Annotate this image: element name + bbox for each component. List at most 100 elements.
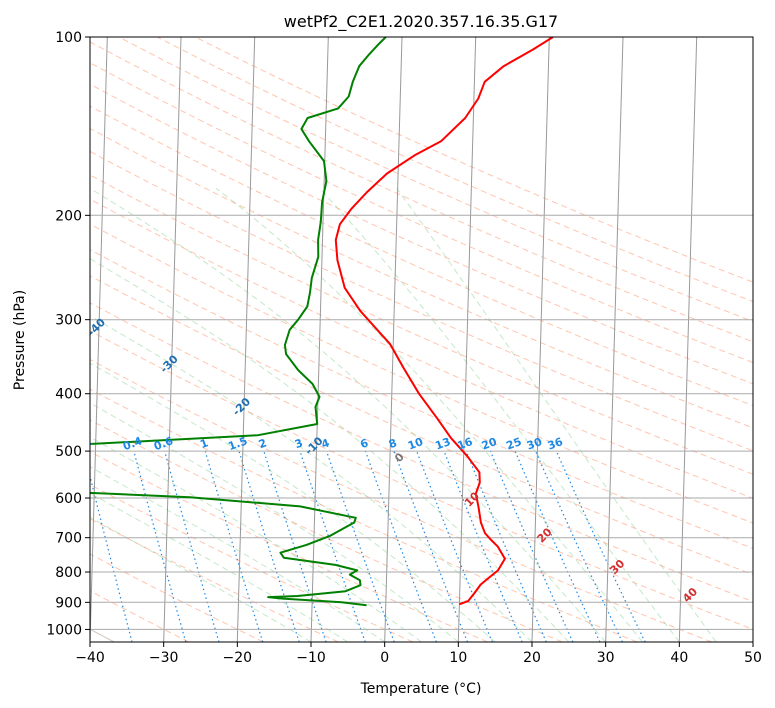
- dry-adiabat-line: [90, 62, 753, 364]
- dry-adiabat-line: [90, 451, 488, 642]
- moist-adiabat-line: [90, 315, 533, 642]
- dry-adiabat-line: [90, 590, 190, 642]
- mixing-ratio-line: [364, 450, 437, 642]
- dry-adiabat-line: [90, 105, 753, 407]
- mixing-ratio-label: 0.4: [121, 434, 144, 453]
- dry-adiabat-line: [194, 37, 753, 283]
- x-tick-label: 40: [670, 650, 688, 666]
- y-tick-label: 300: [55, 313, 82, 329]
- moist-adiabat-line: [90, 516, 312, 642]
- mixing-ratio-line: [489, 450, 574, 642]
- dry-adiabat-line: [90, 388, 638, 642]
- x-tick-label: 50: [744, 650, 762, 666]
- moist-adiabat-label: 30: [607, 557, 627, 577]
- dry-adiabat-line: [90, 41, 753, 343]
- series-line: [334, 37, 554, 606]
- isotherm-line: [678, 37, 698, 642]
- chart-title: wetPf2_C2E1.2020.357.16.35.G17: [284, 12, 558, 32]
- mixing-ratio-line: [443, 450, 523, 642]
- x-axis: −40 −30 −20 −10 0 10 20 30 40 50: [75, 642, 762, 666]
- y-tick-label: 100: [55, 30, 82, 46]
- mixing-ratio-line: [204, 450, 264, 642]
- x-axis-title: Temperature (°C): [360, 681, 482, 697]
- mixing-ratio-label: 0.6: [152, 434, 175, 453]
- dry-adiabat-line: [90, 174, 753, 475]
- moist-adiabat-line: [90, 436, 422, 642]
- dry-adiabat-line: [90, 198, 753, 499]
- y-tick-label: 400: [55, 387, 82, 403]
- isotherm-line: [605, 37, 624, 642]
- mixing-ratio-label: 3: [293, 436, 305, 451]
- isotherm-line: [90, 37, 108, 642]
- dry-adiabat-line: [90, 483, 414, 642]
- mixing-ratio-label: 1.5: [226, 434, 249, 453]
- y-tick-label: 700: [55, 531, 82, 547]
- mixing-ratio-label: 13: [433, 435, 452, 452]
- dry-adiabat-label: -40: [85, 315, 108, 338]
- mixing-ratio-line: [326, 450, 395, 642]
- plot-frame: [89, 36, 754, 643]
- y-axis: 100 200 300 400 500 600 700 800 900 1000: [46, 30, 90, 638]
- mixing-ratio-line: [535, 450, 623, 642]
- moist-adiabat-line: [90, 466, 385, 642]
- mixing-ratio-label: 25: [504, 435, 523, 452]
- moist-adiabat-line: [90, 402, 459, 642]
- mixing-ratio-line: [238, 450, 300, 642]
- mixing-ratio-line: [299, 450, 366, 642]
- x-tick-label: −40: [75, 650, 105, 666]
- mixing-ratio-line: [555, 450, 646, 642]
- x-tick-label: 30: [597, 650, 615, 666]
- isotherm-line: [163, 37, 182, 642]
- moist-adiabat-line: [396, 187, 717, 642]
- y-tick-label: 1000: [46, 622, 82, 638]
- mixing-ratio-line: [393, 450, 469, 642]
- annotations: 0.10.20.40.611.52346810131620253036-100-…: [24, 315, 700, 605]
- dry-adiabat-label: -30: [158, 352, 181, 375]
- isotherm-line: [531, 37, 550, 642]
- mixing-ratio-label: 0.2: [71, 434, 94, 453]
- mixing-ratio-label: 8: [387, 436, 399, 451]
- moist-adiabat-line: [90, 258, 570, 642]
- isotherm-line: [310, 37, 329, 642]
- mixing-ratio-line: [133, 450, 187, 642]
- y-axis-title: Pressure (hPa): [12, 290, 28, 390]
- dry-adiabat-line: [118, 37, 753, 323]
- dry-adiabat-line: [90, 223, 753, 524]
- moist-adiabats: [90, 187, 717, 642]
- mixing-ratio-label: 0.1: [24, 434, 47, 453]
- dry-adiabat-label: -20: [230, 395, 253, 418]
- mixing-ratio-label: 2: [257, 436, 269, 451]
- isotherm-line: [236, 37, 256, 642]
- series-line: [90, 37, 387, 607]
- y-tick-label: 900: [55, 595, 82, 611]
- x-tick-label: −30: [149, 650, 179, 666]
- dry-adiabat-line: [90, 249, 753, 550]
- moist-adiabat-line: [90, 362, 496, 642]
- sounding-series: [90, 37, 554, 607]
- mixing-ratio-label: 30: [525, 435, 544, 453]
- mixing-ratio-label: 16: [456, 435, 475, 453]
- mixing-ratio-line: [164, 450, 220, 642]
- isotherm-line: [752, 624, 753, 642]
- moist-adiabat-line: [90, 187, 607, 642]
- isobars: [90, 37, 753, 630]
- dry-adiabat-line: [90, 419, 563, 642]
- dry-adiabat-line: [90, 553, 264, 642]
- mixing-ratio-line: [416, 450, 493, 642]
- dry-adiabat-line: [90, 358, 712, 642]
- mixing-ratio-line: [514, 450, 601, 642]
- mixing-ratio-line: [263, 450, 327, 642]
- x-tick-label: 10: [449, 650, 467, 666]
- isotherm-line: [384, 37, 403, 642]
- mixing-ratio-label: 20: [480, 435, 499, 453]
- moist-adiabat-label: 20: [535, 525, 555, 545]
- x-tick-label: 0: [380, 650, 389, 666]
- moist-adiabat-line: [318, 187, 680, 642]
- plot-area: 0.10.20.40.611.52346810131620253036-100-…: [24, 37, 753, 642]
- isotherm-line: [457, 37, 477, 642]
- moist-adiabat-line: [90, 492, 349, 642]
- dry-adiabat-line: [90, 150, 753, 452]
- y-tick-label: 200: [55, 208, 82, 224]
- dry-adiabat-line: [90, 83, 753, 385]
- x-tick-label: −20: [223, 650, 253, 666]
